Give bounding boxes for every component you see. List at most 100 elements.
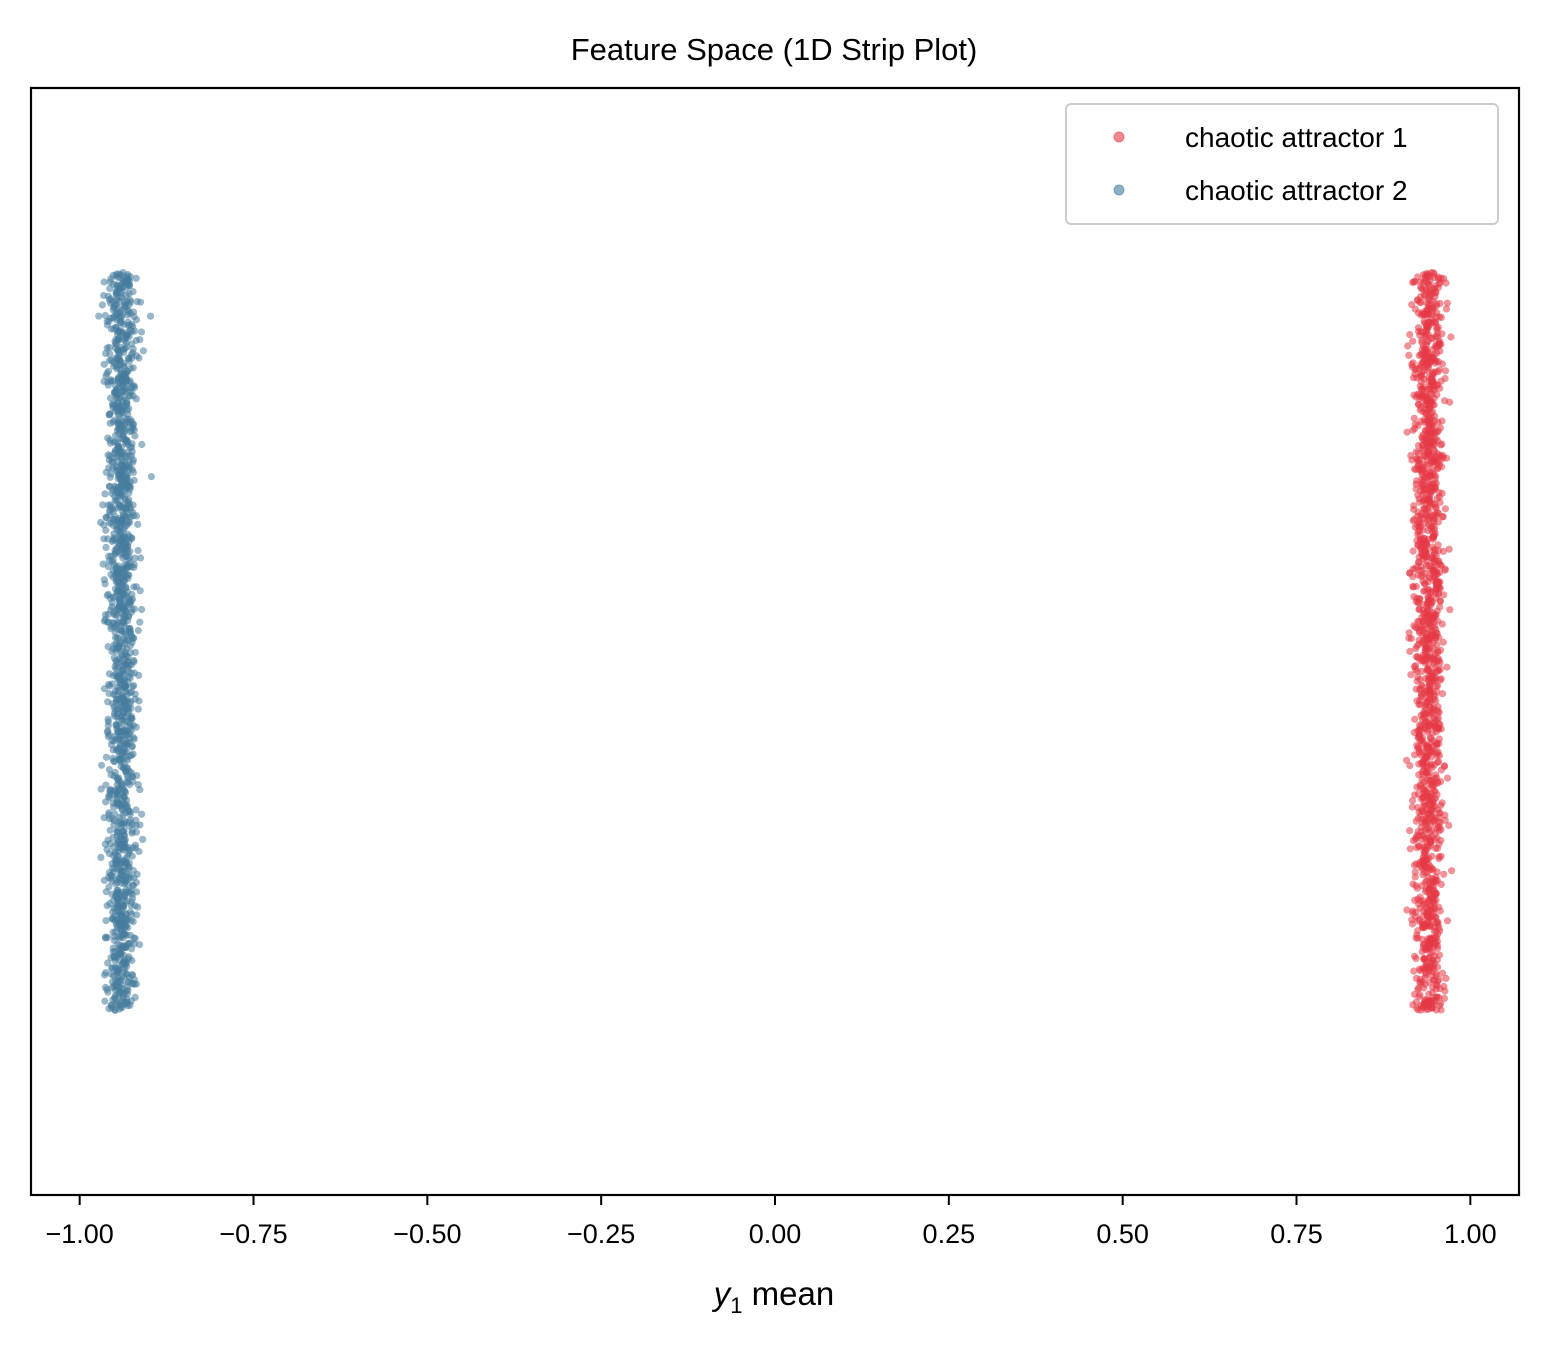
scatter-point <box>1412 817 1420 825</box>
scatter-point <box>124 520 132 528</box>
scatter-point <box>1416 893 1424 901</box>
scatter-point <box>1432 302 1440 310</box>
x-tick-label: 0.75 <box>1270 1219 1323 1249</box>
scatter-point <box>1429 441 1437 449</box>
scatter-point <box>118 548 126 557</box>
scatter-point <box>114 625 122 633</box>
scatter-point <box>131 554 139 562</box>
scatter-point <box>102 753 110 761</box>
scatter-point <box>1416 298 1424 306</box>
scatter-point <box>109 536 118 544</box>
scatter-point <box>126 326 134 334</box>
scatter-point <box>121 655 129 664</box>
legend-entry-2: chaotic attractor 2 <box>1113 175 1408 206</box>
scatter-point <box>1437 852 1445 860</box>
scatter-point <box>110 304 118 312</box>
scatter-point <box>1434 748 1442 756</box>
scatter-point <box>121 560 129 568</box>
scatter-point <box>1424 815 1432 823</box>
scatter-point <box>1419 771 1427 779</box>
scatter-point <box>134 781 142 789</box>
scatter-point <box>131 432 139 440</box>
scatter-point <box>1441 811 1449 819</box>
scatter-point <box>1424 677 1432 685</box>
scatter-point <box>1417 417 1425 425</box>
scatter-point <box>1437 880 1445 889</box>
scatter-point <box>1428 543 1437 551</box>
scatter-point <box>1412 835 1420 843</box>
scatter-point <box>99 501 107 509</box>
scatter-point <box>1440 994 1448 1003</box>
scatter-point <box>104 434 112 442</box>
scatter-point <box>1430 657 1438 666</box>
scatter-point <box>1409 426 1417 434</box>
scatter-point <box>119 534 127 543</box>
scatter-point <box>1432 939 1440 947</box>
scatter-point <box>128 590 136 599</box>
scatter-point <box>138 440 146 449</box>
scatter-point <box>109 458 117 466</box>
scatter-point <box>110 710 119 718</box>
scatter-point <box>1409 583 1417 591</box>
scatter-point <box>1423 805 1431 813</box>
legend-label: chaotic attractor 2 <box>1185 175 1408 206</box>
scatter-point <box>119 448 127 456</box>
scatter-point <box>1419 431 1427 439</box>
scatter-point <box>104 718 112 726</box>
scatter-point <box>1434 368 1442 376</box>
scatter-point <box>120 620 128 628</box>
scatter-point <box>102 781 110 789</box>
scatter-point <box>1437 777 1445 786</box>
scatter-point <box>128 351 136 359</box>
scatter-point <box>147 473 155 481</box>
scatter-point <box>124 667 133 676</box>
scatter-point <box>1419 600 1427 609</box>
scatter-point <box>102 543 110 552</box>
x-tick-label: −0.25 <box>567 1219 635 1249</box>
scatter-point <box>134 520 142 529</box>
scatter-point <box>1409 547 1417 555</box>
scatter-point <box>119 871 127 880</box>
scatter-point <box>130 658 138 666</box>
scatter-point <box>134 705 142 713</box>
scatter-point <box>1410 505 1418 514</box>
scatter-point <box>1411 751 1419 759</box>
x-tick-label: −1.00 <box>46 1219 114 1249</box>
scatter-point <box>1440 762 1448 770</box>
scatter-point <box>1429 687 1437 696</box>
scatter-point <box>1414 985 1422 993</box>
scatter-point <box>131 690 139 698</box>
scatter-point <box>126 559 134 567</box>
scatter-point <box>107 970 115 978</box>
scatter-point <box>1428 852 1436 860</box>
scatter-point <box>120 298 128 306</box>
scatter-point <box>1429 368 1437 376</box>
scatter-point <box>107 275 115 283</box>
scatter-point <box>105 343 113 351</box>
scatter-point <box>1435 489 1443 497</box>
scatter-point <box>1425 769 1433 777</box>
scatter-point <box>110 913 118 921</box>
scatter-point <box>1434 323 1442 331</box>
scatter-point <box>104 563 112 571</box>
scatter-point <box>113 886 121 894</box>
scatter-point <box>105 850 113 858</box>
scatter-point <box>1427 838 1435 847</box>
scatter-point <box>128 605 136 614</box>
scatter-point <box>1426 599 1434 608</box>
scatter-point <box>117 427 125 436</box>
scatter-point <box>121 387 129 395</box>
scatter-point <box>108 964 116 972</box>
scatter-point <box>121 639 129 648</box>
scatter-point <box>138 810 146 818</box>
scatter-point <box>127 310 135 318</box>
scatter-point <box>110 362 118 370</box>
scatter-point <box>112 721 120 729</box>
scatter-point <box>1414 449 1422 457</box>
scatter-point <box>1417 385 1425 393</box>
scatter-point <box>1415 993 1423 1001</box>
scatter-point <box>104 378 112 386</box>
scatter-point <box>136 618 144 626</box>
x-tick-label: 0.25 <box>923 1219 976 1249</box>
scatter-point <box>103 902 111 910</box>
